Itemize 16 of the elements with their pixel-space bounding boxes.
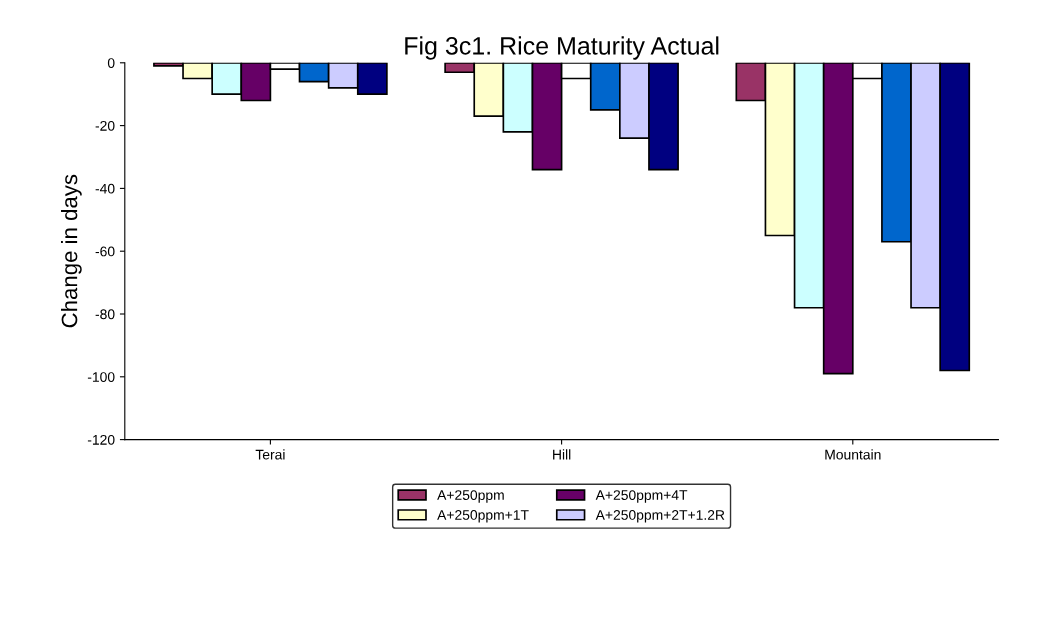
x-tick-label: Terai: [255, 449, 285, 460]
y-tick-label: -20: [95, 120, 115, 131]
y-tick-label: -60: [95, 246, 115, 257]
legend-label: A+250ppm+1T: [437, 510, 529, 523]
legend-label: A+250ppm+4T: [595, 490, 688, 503]
legend-label: A+250ppm: [437, 490, 504, 503]
y-tick-label: -40: [95, 183, 115, 194]
legend-label: A+250ppm+2T+1.2R: [595, 510, 725, 523]
y-tick-label: -80: [95, 309, 115, 320]
chart-title: Fig 3c1. Rice Maturity Actual: [405, 36, 719, 60]
y-tick-label: -120: [87, 434, 115, 445]
y-axis-title: Change in days: [61, 174, 82, 328]
x-tick-label: Hill: [553, 449, 571, 460]
y-tick-label: -100: [87, 372, 115, 382]
x-tick-label: Mountain: [825, 449, 881, 460]
y-tick-label: 0: [107, 58, 115, 68]
